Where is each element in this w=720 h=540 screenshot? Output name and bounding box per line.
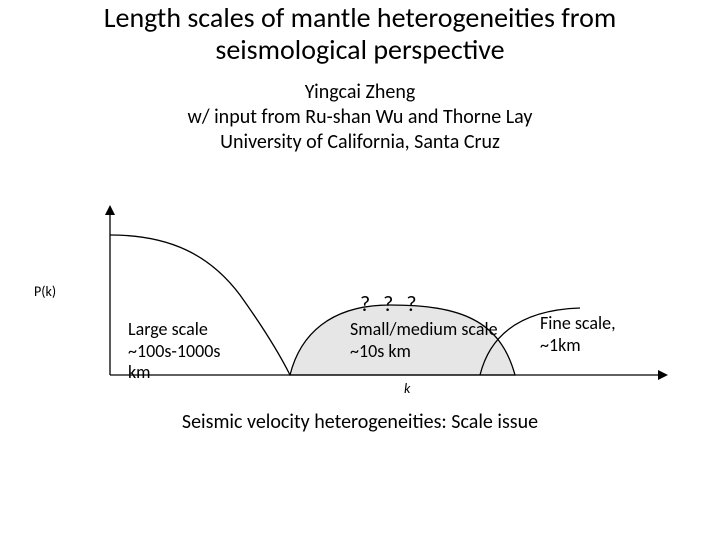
region-label-fine: Fine scale, ~1km xyxy=(540,313,660,356)
author-block: Yingcai Zheng w/ input from Ru-shan Wu a… xyxy=(0,80,720,155)
spectrum-diagram: P(k) k ? ? ? Large scale ~100s-1000s km … xyxy=(40,205,680,405)
y-axis-label: P(k) xyxy=(34,283,56,300)
title-line2: seismological perspective xyxy=(215,32,504,67)
affiliation: University of California, Santa Cruz xyxy=(0,130,720,155)
author-contrib: w/ input from Ru-shan Wu and Thorne Lay xyxy=(0,105,720,130)
x-axis-label: k xyxy=(404,380,410,397)
author-main: Yingcai Zheng xyxy=(0,80,720,105)
question-marks: ? ? ? xyxy=(360,290,421,317)
y-axis-arrow-icon xyxy=(105,205,115,215)
region-label-small: Small/medium scale ~10s km xyxy=(350,319,560,362)
region-label-large: Large scale ~100s-1000s km xyxy=(128,319,308,384)
slide-title: Length scales of mantle heterogeneities … xyxy=(0,0,720,66)
x-axis-arrow-icon xyxy=(658,370,668,380)
title-line1: Length scales of mantle heterogeneities … xyxy=(104,0,616,35)
diagram-caption: Seismic velocity heterogeneities: Scale … xyxy=(0,410,720,434)
